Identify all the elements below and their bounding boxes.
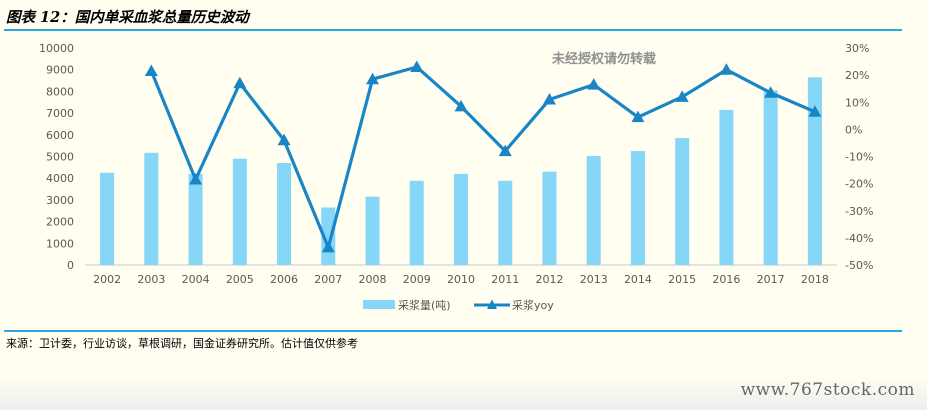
bottom-rule (4, 330, 902, 332)
y-left-tick-label: 6000 (46, 129, 74, 142)
y-right-tick-label: -40% (845, 232, 873, 245)
yoy-point (498, 144, 512, 157)
x-tick-label: 2009 (403, 273, 431, 286)
y-right-tick-label: 30% (845, 42, 869, 55)
y-left-tick-label: 9000 (46, 64, 74, 77)
y-right-tick-label: 0% (845, 123, 862, 136)
bar (232, 158, 247, 265)
y-right-tick-label: -50% (845, 259, 873, 272)
x-tick-label: 2008 (359, 273, 387, 286)
y-right-tick-label: -10% (845, 151, 873, 164)
x-tick-label: 2014 (624, 273, 652, 286)
y-right-tick-label: -30% (845, 205, 873, 218)
x-tick-label: 2005 (226, 273, 254, 286)
x-tick-label: 2018 (801, 273, 829, 286)
yoy-point (719, 63, 733, 75)
x-tick-label: 2006 (270, 273, 298, 286)
legend-bar-swatch (363, 300, 395, 309)
x-tick-label: 2016 (712, 273, 740, 286)
y-left-tick-label: 7000 (46, 107, 74, 120)
legend: 采浆量(吨) 采浆yoy (363, 298, 554, 312)
x-tick-label: 2015 (668, 273, 696, 286)
y-left-tick-label: 10000 (39, 42, 74, 55)
x-tick-label: 2011 (491, 273, 519, 286)
y-left-tick-label: 8000 (46, 85, 74, 98)
y-left-tick-label: 0 (67, 259, 74, 272)
bar (188, 173, 203, 265)
yoy-point (454, 99, 468, 112)
x-tick-label: 2007 (314, 273, 342, 286)
watermark-text: 未经授权请勿转载 (551, 51, 656, 67)
x-tick-label: 2013 (580, 273, 608, 286)
yoy-point (542, 93, 556, 105)
y-left-tick-label: 5000 (46, 151, 74, 164)
yoy-point (631, 110, 645, 123)
bar (542, 171, 557, 265)
site-watermark: www.767stock.com (740, 380, 915, 400)
y-left-tick-label: 3000 (46, 194, 74, 207)
x-tick-label: 2003 (137, 273, 165, 286)
bar (277, 163, 292, 265)
footer-band (0, 376, 927, 410)
x-tick-label: 2012 (535, 273, 563, 286)
bar (498, 180, 513, 265)
bar (719, 109, 734, 265)
legend-bar-label: 采浆量(吨) (398, 298, 451, 312)
yoy-point (675, 90, 689, 102)
yoy-line (149, 65, 816, 249)
line-layer (144, 60, 822, 253)
y-left-tick-label: 2000 (46, 216, 74, 229)
y-left-tick-label: 1000 (46, 237, 74, 250)
yoy-point (189, 173, 203, 185)
yoy-point (808, 105, 822, 117)
combo-chart: 0 1000 2000 3000 4000 5000 6000 7000 8000 9000 100… (39, 42, 873, 312)
bar (454, 173, 468, 265)
bar (409, 180, 424, 265)
x-tick-label: 2002 (93, 273, 121, 286)
bar (630, 151, 645, 265)
y-right-tick-label: -20% (845, 178, 873, 191)
yoy-point (764, 86, 778, 98)
y-left-tick-label: 4000 (46, 172, 74, 185)
axes-layer: 0 1000 2000 3000 4000 5000 6000 7000 8000 9000 100… (39, 42, 873, 286)
x-tick-label: 2017 (757, 273, 785, 286)
chart-title: 图表 12：国内单采血浆总量历史波动 (6, 9, 249, 26)
bar (807, 77, 822, 265)
bars-layer (100, 77, 822, 265)
yoy-point (233, 76, 247, 89)
bar (675, 138, 690, 265)
bar (144, 152, 159, 265)
yoy-point (321, 240, 335, 253)
top-rule (4, 29, 902, 31)
x-tick-label: 2010 (447, 273, 475, 286)
y-right-tick-label: 10% (845, 96, 869, 109)
y-right-tick-label: 20% (845, 69, 869, 82)
yoy-point (587, 78, 601, 90)
bar (100, 172, 115, 265)
yoy-point (366, 72, 380, 85)
bar (365, 196, 380, 265)
legend-line-label: 采浆yoy (512, 298, 554, 312)
x-tick-label: 2004 (182, 273, 210, 286)
yoy-point (144, 64, 158, 77)
yoy-point (410, 60, 424, 72)
legend-line-marker (487, 299, 497, 309)
source-note: 来源：卫计委，行业访谈，草根调研，国金证券研究所。估计值仅供参考 (6, 337, 358, 350)
bar (763, 90, 778, 265)
bar (586, 156, 601, 265)
yoy-point (277, 133, 291, 146)
